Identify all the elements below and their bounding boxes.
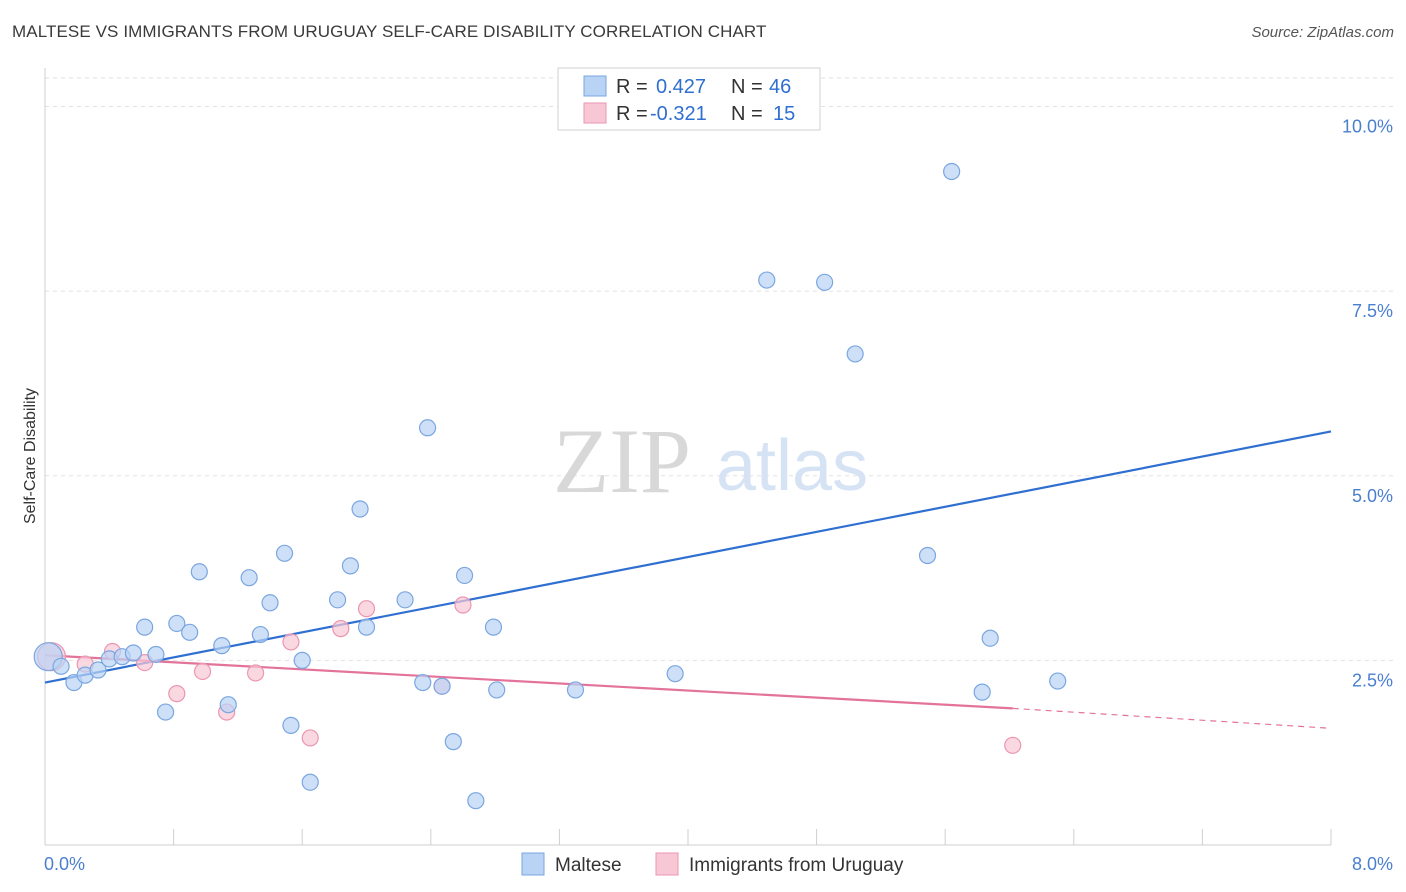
- stats-swatch-uruguay: [583, 102, 607, 124]
- y-tick-label: 2.5%: [1352, 670, 1393, 690]
- x-tick-label-min: 0.0%: [44, 854, 85, 874]
- data-point-maltese: [328, 591, 347, 609]
- stats-swatch-maltese: [583, 75, 607, 97]
- data-point-uruguay: [282, 633, 300, 651]
- data-point-maltese: [396, 591, 414, 609]
- data-point-maltese: [433, 677, 451, 695]
- data-point-maltese: [251, 625, 270, 644]
- legend-label-uruguay: Immigrants from Uruguay: [689, 855, 904, 876]
- data-point-maltese: [190, 563, 208, 581]
- source-label: Source: ZipAtlas.com: [1251, 24, 1394, 41]
- data-point-maltese: [666, 665, 684, 683]
- data-point-maltese: [758, 271, 776, 289]
- data-point-maltese: [89, 661, 107, 679]
- data-point-uruguay: [1004, 736, 1022, 754]
- data-point-maltese: [136, 618, 154, 636]
- watermark: ZIP atlas: [553, 410, 868, 512]
- legend-swatch-maltese: [521, 852, 545, 876]
- data-point-maltese: [467, 792, 485, 810]
- data-point-maltese: [816, 273, 834, 291]
- data-point-maltese: [124, 644, 143, 662]
- data-point-maltese: [293, 651, 311, 669]
- stats-r-value-uruguay: -0.321: [650, 103, 707, 125]
- data-point-uruguay: [168, 685, 186, 703]
- stats-r-value-maltese: 0.427: [656, 76, 706, 98]
- data-point-maltese: [488, 681, 506, 699]
- x-tick-label-max: 8.0%: [1352, 854, 1393, 874]
- data-point-maltese: [275, 544, 294, 562]
- data-point-maltese: [301, 773, 319, 791]
- points-immigrants-from-uruguay: [36, 596, 1022, 754]
- data-point-maltese: [357, 618, 376, 636]
- data-point-uruguay: [246, 664, 265, 682]
- stats-legend: R = 0.427 N = 46 R = -0.321 N = 15: [557, 67, 821, 131]
- data-point-maltese: [418, 419, 437, 437]
- data-point-uruguay: [454, 596, 472, 614]
- watermark-atlas: atlas: [716, 426, 868, 506]
- data-point-maltese: [973, 683, 991, 701]
- legend-swatch-uruguay: [655, 852, 679, 876]
- data-point-maltese: [341, 557, 360, 575]
- data-point-maltese: [240, 569, 258, 587]
- series-legend: Maltese Immigrants from Uruguay: [521, 852, 904, 876]
- data-point-uruguay: [301, 729, 319, 747]
- watermark-zip: ZIP: [553, 410, 691, 512]
- data-point-maltese: [846, 345, 864, 363]
- trend-line-uruguay-extension: [1012, 707, 1332, 729]
- legend-label-maltese: Maltese: [555, 855, 622, 876]
- data-point-maltese: [444, 733, 462, 751]
- data-point-maltese: [181, 623, 199, 641]
- data-point-maltese: [261, 594, 279, 612]
- chart-title: MALTESE VS IMMIGRANTS FROM URUGUAY SELF-…: [12, 22, 767, 41]
- trend-line-uruguay: [44, 654, 1013, 710]
- data-point-maltese: [351, 500, 369, 518]
- data-point-maltese: [484, 618, 503, 636]
- data-point-maltese: [168, 614, 186, 633]
- data-point-maltese: [943, 162, 961, 181]
- data-point-maltese: [566, 681, 585, 699]
- y-tick-label: 10.0%: [1342, 117, 1393, 137]
- data-point-maltese: [52, 657, 70, 675]
- data-point-uruguay: [332, 620, 350, 638]
- stats-r-label-maltese: R =: [616, 76, 648, 98]
- x-ticks: [173, 829, 1332, 845]
- data-point-maltese: [282, 716, 300, 734]
- y-axis-label: Self-Care Disability: [22, 388, 39, 524]
- data-point-maltese: [213, 637, 231, 655]
- data-point-maltese: [147, 645, 165, 664]
- data-point-maltese: [156, 703, 175, 721]
- stats-n-value-maltese: 46: [769, 76, 791, 98]
- data-point-maltese: [918, 546, 937, 565]
- stats-n-label-uruguay: N =: [731, 103, 763, 125]
- points-maltese: [33, 162, 1067, 810]
- stats-n-value-uruguay: 15: [773, 103, 795, 125]
- data-point-uruguay: [193, 662, 212, 681]
- stats-n-label-maltese: N =: [731, 76, 763, 98]
- data-point-maltese: [455, 566, 474, 585]
- data-point-maltese: [1049, 672, 1067, 690]
- y-tick-label: 5.0%: [1352, 486, 1393, 506]
- stats-r-label-uruguay: R =: [616, 103, 648, 125]
- y-tick-labels: 2.5% 5.0% 7.5% 10.0%: [1342, 117, 1393, 691]
- data-point-maltese: [414, 673, 432, 692]
- data-point-uruguay: [357, 600, 376, 618]
- y-tick-label: 7.5%: [1352, 301, 1393, 321]
- data-point-maltese: [981, 629, 999, 647]
- data-point-maltese: [219, 696, 237, 714]
